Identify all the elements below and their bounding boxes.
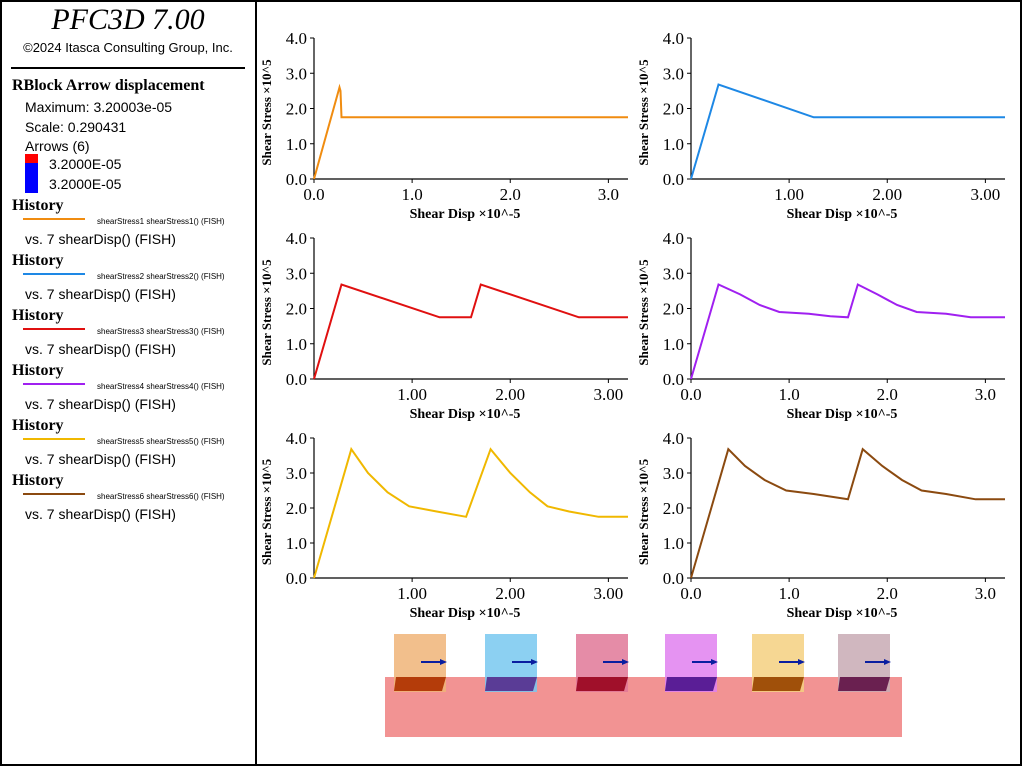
arrow-legend-header: RBlock Arrow displacement bbox=[12, 77, 205, 94]
arrow-scale: Scale: 0.290431 bbox=[25, 119, 127, 135]
history-3-vs: vs. 7 shearDisp() (FISH) bbox=[25, 341, 176, 357]
history-1-name: shearStress1 shearStress1() (FISH) bbox=[97, 217, 225, 226]
history-2-name: shearStress2 shearStress2() (FISH) bbox=[97, 272, 225, 281]
history-5-header: History bbox=[12, 417, 64, 434]
history-2-vs: vs. 7 shearDisp() (FISH) bbox=[25, 286, 176, 302]
history-1-header: History bbox=[12, 197, 64, 214]
history-1-vs: vs. 7 shearDisp() (FISH) bbox=[25, 231, 176, 247]
history-6-swatch bbox=[23, 493, 85, 495]
legend-divider bbox=[11, 67, 245, 69]
copyright: ©2024 Itasca Consulting Group, Inc. bbox=[23, 40, 233, 55]
history-3-swatch bbox=[23, 328, 85, 330]
history-4-name: shearStress4 shearStress4() (FISH) bbox=[97, 382, 225, 391]
history-2-header: History bbox=[12, 252, 64, 269]
arrow-count: Arrows (6) bbox=[25, 138, 90, 154]
history-6-name: shearStress6 shearStress6() (FISH) bbox=[97, 492, 225, 501]
history-6-header: History bbox=[12, 472, 64, 489]
arrow-lower-value: 3.2000E-05 bbox=[49, 176, 122, 192]
history-5-name: shearStress5 shearStress5() (FISH) bbox=[97, 437, 225, 446]
app-title: PFC3D 7.00 bbox=[51, 3, 205, 36]
history-4-swatch bbox=[23, 383, 85, 385]
arrow-upper-value: 3.2000E-05 bbox=[49, 156, 122, 172]
history-4-vs: vs. 7 shearDisp() (FISH) bbox=[25, 396, 176, 412]
arrow-color-lower bbox=[25, 163, 38, 193]
history-6-vs: vs. 7 shearDisp() (FISH) bbox=[25, 506, 176, 522]
history-5-vs: vs. 7 shearDisp() (FISH) bbox=[25, 451, 176, 467]
history-3-header: History bbox=[12, 307, 64, 324]
legend-panel: PFC3D 7.00 ©2024 Itasca Consulting Group… bbox=[1, 1, 255, 765]
history-3-name: shearStress3 shearStress3() (FISH) bbox=[97, 327, 225, 336]
history-1-swatch bbox=[23, 218, 85, 220]
arrow-maximum: Maximum: 3.20003e-05 bbox=[25, 99, 173, 115]
history-4-header: History bbox=[12, 362, 64, 379]
arrow-color-upper bbox=[25, 154, 38, 163]
history-5-swatch bbox=[23, 438, 85, 440]
history-2-swatch bbox=[23, 273, 85, 275]
